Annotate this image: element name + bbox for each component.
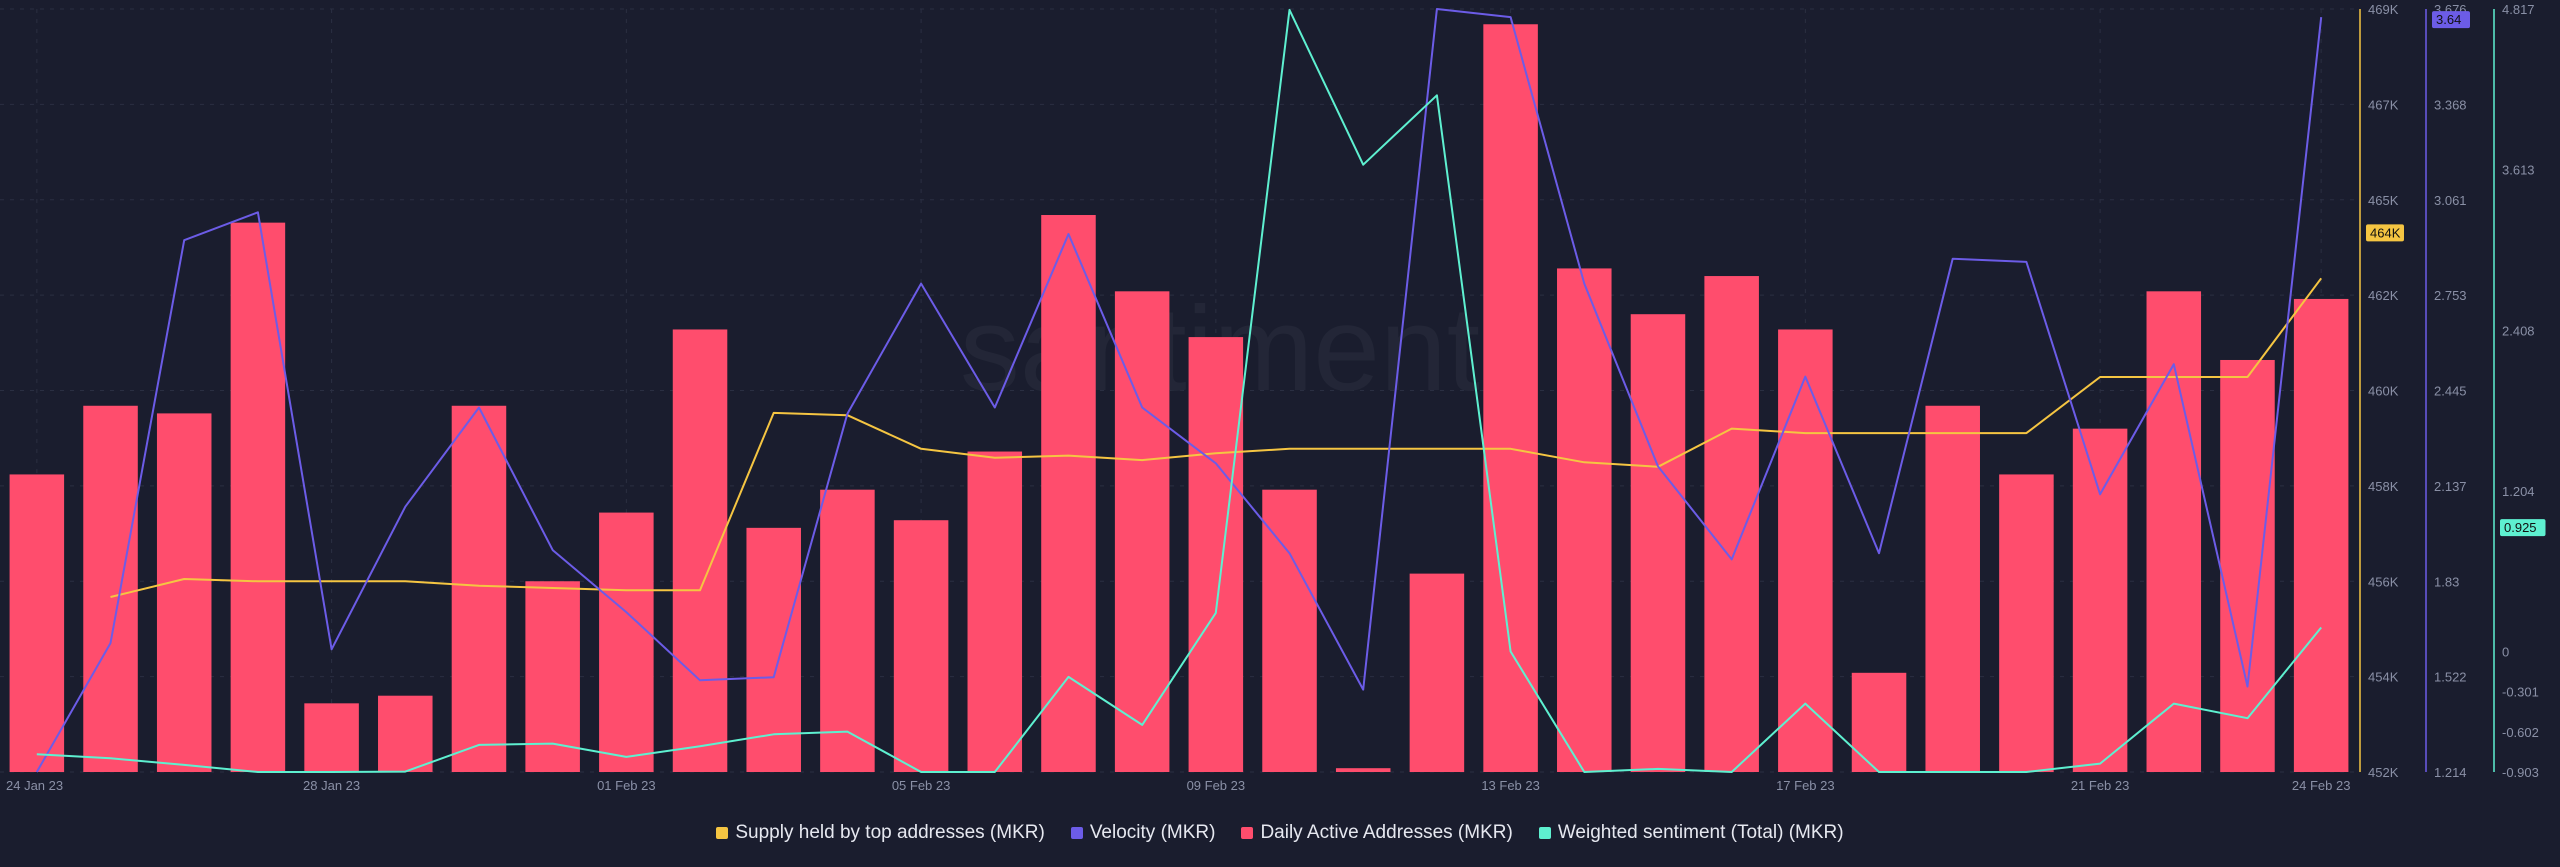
line-series-path [35,8,2323,773]
supply-axis-tick: 469K [2368,2,2399,17]
x-tick-label: 28 Jan 23 [303,778,360,793]
bar [304,703,359,772]
x-axis: 24 Jan 23 28 Jan 23 01 Feb 23 05 Feb 23 09 F… [6,778,2350,793]
bar [1335,768,1391,772]
x-tick-label: 13 Feb 23 [1481,778,1540,793]
bar [1409,573,1465,772]
supply-axis-tick: 465K [2368,193,2399,208]
x-tick-label: 24 Jan 23 [6,778,63,793]
x-tick-label: 17 Feb 23 [1776,778,1835,793]
supply-axis-tick: 456K [2368,574,2399,589]
legend-swatch [1070,827,1083,839]
supply-axis-badge [2366,224,2404,242]
bar [451,405,507,772]
bar [156,413,212,772]
sentiment-axis-tick: 2.408 [2502,323,2535,338]
velocity-axis-tick: 3.061 [2434,193,2467,208]
velocity-axis-tick: 1.214 [2434,765,2467,780]
bar [1557,268,1612,772]
bar [1630,314,1686,772]
x-tick-label: 09 Feb 23 [1187,778,1246,793]
sentiment-axis-tick: -0.301 [2502,685,2539,700]
bar [672,329,728,772]
bar [230,222,286,772]
velocity-axis-tick: 3.368 [2434,97,2467,112]
bar [1851,672,1907,772]
x-tick-label: 01 Feb 23 [597,778,656,793]
bar [820,489,875,772]
x-tick-label: 24 Feb 23 [2292,778,2351,793]
supply-axis-tick: 458K [2368,479,2399,494]
sentiment-axis-tick: 1.204 [2502,484,2535,499]
supply-axis-tick: 454K [2368,670,2399,685]
legend: Supply held by top addresses (MKR) Veloci… [0,818,2560,848]
legend-label: Weighted sentiment (Total) (MKR) [1557,822,1844,843]
velocity-axis-tick: 2.445 [2434,384,2467,399]
line-series [35,8,2323,773]
axes: 469K 467K 465K 462K 460K 458K 456K 454K 452K 464K… [2359,2,2546,780]
bar [1483,24,1538,772]
legend-swatch [1538,827,1551,839]
bar [83,405,138,772]
x-tick-label: 21 Feb 23 [2071,778,2130,793]
sentiment-axis-tick: -0.903 [2502,765,2539,780]
supply-axis-badge-label: 464K [2370,225,2401,240]
velocity-axis-badge-label: 3.64 [2436,12,2461,27]
supply-axis-tick: 460K [2368,384,2399,399]
sentiment-axis-tick: 0 [2502,645,2509,660]
line-series-path [36,8,2322,773]
legend-label: Daily Active Addresses (MKR) [1260,822,1513,843]
bar [2072,428,2128,772]
velocity-axis-badge [2432,11,2470,29]
sentiment-axis-tick: 3.613 [2502,163,2535,178]
bar [9,474,65,772]
bar [1188,337,1244,772]
legend-item[interactable]: Velocity (MKR) [1070,822,1216,844]
bar [2293,298,2349,772]
bar [2220,359,2275,772]
bar [746,527,801,772]
velocity-axis-tick: 2.137 [2434,479,2467,494]
bar [967,451,1023,772]
legend-label: Supply held by top addresses (MKR) [735,822,1045,843]
bar [525,581,580,772]
sentiment-axis-badge [2500,519,2546,537]
velocity-axis-tick: 2.753 [2434,288,2467,303]
legend-label: Velocity (MKR) [1089,822,1216,843]
supply-axis-tick: 467K [2368,97,2399,112]
bar [378,695,433,772]
bar [1925,405,1980,772]
bar [1114,291,1170,772]
x-tick-label: 05 Feb 23 [892,778,951,793]
sentiment-axis-tick: 4.817 [2502,2,2535,17]
bar [893,520,949,772]
bar [1999,474,2054,772]
legend-swatch [1241,827,1254,839]
supply-axis-tick: 452K [2368,765,2399,780]
sentiment-axis-tick: -0.602 [2502,725,2539,740]
legend-item[interactable]: Supply held by top addresses (MKR) [716,822,1045,844]
legend-item[interactable]: Weighted sentiment (Total) (MKR) [1538,822,1844,844]
supply-axis-tick: 462K [2368,288,2399,303]
line-series-path [110,277,2323,598]
legend-item[interactable]: Daily Active Addresses (MKR) [1241,822,1513,844]
bar [2146,291,2202,772]
bar-series [9,24,2349,772]
bar [1041,215,1096,772]
legend-swatch [716,827,729,839]
velocity-axis-tick: 1.522 [2434,670,2467,685]
bar [599,512,654,772]
bar [1778,329,1833,772]
velocity-axis-tick: 1.83 [2434,574,2459,589]
bar [1262,489,1317,772]
bar [1704,276,1759,772]
sentiment-axis-badge-label: 0.925 [2504,520,2537,535]
